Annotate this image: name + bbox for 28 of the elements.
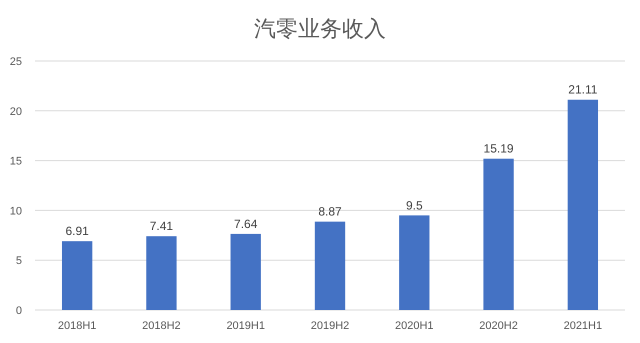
x-tick-label: 2021H1 — [564, 320, 602, 332]
data-label: 21.11 — [568, 82, 598, 97]
y-tick-label: 15 — [10, 156, 22, 168]
data-label: 6.91 — [65, 224, 90, 238]
y-tick-label: 10 — [10, 205, 22, 218]
bar — [483, 158, 514, 310]
x-tick-label: 2018H2 — [142, 320, 181, 332]
y-tick-label: 0 — [16, 305, 22, 317]
bar — [230, 234, 261, 310]
data-label: 15.19 — [484, 142, 514, 156]
y-tick-label: 25 — [10, 56, 22, 68]
bar — [399, 215, 430, 310]
x-tick-label: 2019H1 — [226, 320, 265, 332]
data-label: 8.87 — [318, 204, 342, 219]
x-tick-label: 2019H2 — [310, 320, 350, 332]
data-label: 7.41 — [150, 219, 174, 234]
y-tick-label: 5 — [16, 255, 22, 268]
data-label: 9.5 — [406, 198, 423, 212]
bar — [62, 241, 92, 310]
bar — [146, 236, 177, 310]
y-tick-label: 20 — [10, 106, 22, 118]
bar — [314, 222, 346, 310]
data-label: 7.64 — [234, 216, 258, 231]
chart-title: 汽零业务收入 — [254, 16, 386, 41]
x-tick-label: 2020H1 — [395, 320, 434, 332]
x-tick-label: 2020H2 — [479, 320, 518, 332]
bar — [568, 100, 598, 310]
x-tick-label: 2018H1 — [58, 320, 96, 332]
